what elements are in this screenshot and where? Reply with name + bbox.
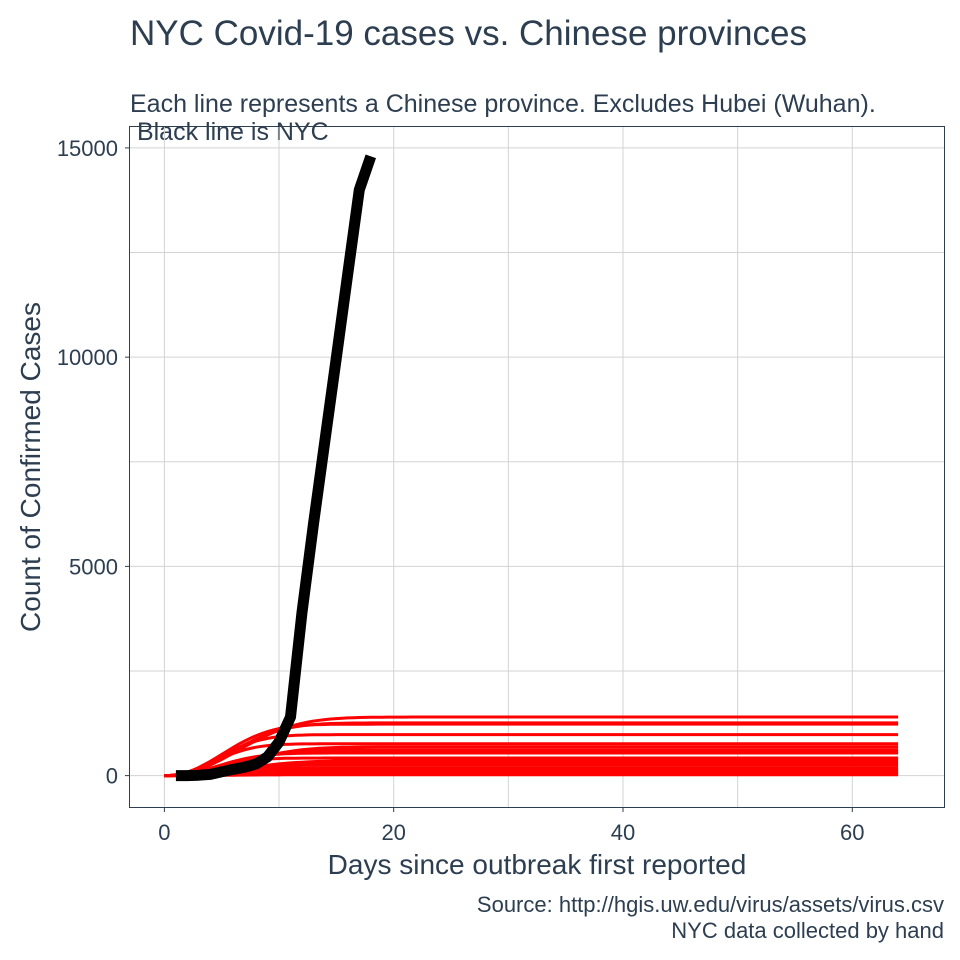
province-line [164,773,899,778]
y-axis-ticks: 0 5000 10000 15000 [57,136,130,789]
caption-line-1: Source: http://hgis.uw.edu/virus/assets/… [476,892,944,917]
x-axis-title: Days since outbreak first reported [328,849,747,880]
chart-caption: Source: http://hgis.uw.edu/virus/assets/… [477,892,944,944]
grid-lines [130,127,944,807]
province-line [164,751,899,778]
province-lines [164,715,899,778]
x-tick-label: 60 [840,820,864,845]
province-line [164,742,899,778]
nyc-line-group [175,154,377,782]
x-axis-ticks: 0 20 40 60 [158,807,865,845]
province-line [164,768,899,778]
x-tick-label: 0 [158,820,170,845]
subtitle-line-2: Black line is NYC [130,118,329,146]
y-tick-label: 0 [106,764,118,789]
y-tick-label: 15000 [57,136,118,161]
province-line [164,756,899,778]
province-line [164,763,899,778]
y-axis-title: Count of Confirmed Cases [15,302,46,632]
caption-line-2: NYC data collected by hand [671,918,944,943]
x-tick-label: 20 [381,820,405,845]
nyc-line [175,154,377,782]
province-line [164,766,899,778]
x-tick-label: 40 [611,820,635,845]
y-tick-label: 5000 [69,554,118,579]
y-tick-label: 10000 [57,345,118,370]
subtitle-line-1: Each line represents a Chinese province.… [130,90,876,118]
chart-title: NYC Covid-19 cases vs. Chinese provinces [130,14,807,53]
plot-panel-border [129,126,945,808]
chart-subtitle: Each line represents a Chinese province.… [130,62,876,146]
